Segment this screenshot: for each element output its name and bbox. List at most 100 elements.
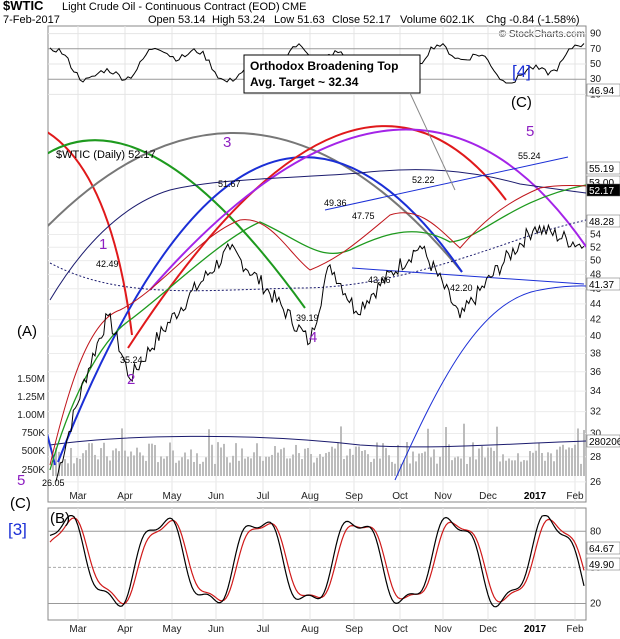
volume-bar [565,449,567,476]
volume-bar [502,454,504,476]
volume-bar [418,453,420,476]
volume-bar [301,459,303,476]
volume-bar [394,463,396,476]
volume-bar [445,427,447,476]
volume-bar [424,451,426,476]
volume-bar [454,457,456,476]
volume-bar [346,455,348,476]
volume-bar [487,447,489,476]
volume-bar [388,455,390,476]
volume-bar [214,463,216,476]
price-panel-frame [47,25,587,503]
volume-bar [289,458,291,476]
volume-bar [475,459,477,476]
volume-bar [382,443,384,476]
volume-bar [433,449,435,476]
volume-bar [238,460,240,476]
osc-tick-label: 80 [590,526,602,537]
volume-bar [439,456,441,476]
tag-volume-text: 280206 [589,437,620,448]
cycle-arc-red-left [48,131,133,336]
volume-tick-label: 750K [22,428,46,439]
volume-bar [55,447,57,476]
x-tick-label-osc: Apr [117,624,133,635]
volume-bar [415,461,417,476]
volume-bar [499,461,501,476]
volume-bar [118,451,120,476]
volume-bar [232,455,234,476]
price-tick-label: 52 [590,242,602,253]
wave-C-right: (C) [511,94,532,111]
price-tick-label: 42 [590,315,602,326]
price-line [55,223,585,482]
x-tick-label-osc: Oct [392,624,408,635]
volume-bar [265,456,267,476]
tag-rsi-46-94-text: 46.94 [589,86,614,97]
price-tick-label: 50 [590,256,602,267]
left-axis: 1.50M 1.25M 1.00M 750K 500K 250K [17,374,45,476]
volume-bar [76,457,78,476]
price-label-51-67: 51.67 [218,179,241,189]
volume-bar [124,450,126,476]
volume-bar [391,461,393,476]
volume-bar [508,458,510,476]
low-text: Low 51.63 [274,14,325,26]
volume-bar [400,463,402,476]
moving-averages [49,169,586,481]
volume-bar [559,446,561,476]
volume-bar [442,447,444,476]
callout-pointer [409,92,456,191]
x-tick-label: Nov [434,491,452,502]
cycle-arc-red-main [127,125,507,349]
wave-B: (B) [50,510,70,527]
volume-bar [208,429,210,476]
volume-bar [88,443,90,476]
x-tick-label-osc: Sep [345,624,363,635]
volume-bar [163,458,165,476]
volume-bar [94,454,96,476]
volume-bar [430,457,432,476]
watermark: © StockCharts.com [499,29,585,40]
volume-bar [217,442,219,476]
volume-bars [49,423,586,476]
cycle-arc-gray [48,132,463,273]
volume-bar [448,444,450,476]
x-tick-label-osc: Dec [479,624,497,635]
volume-bar [514,460,516,476]
volume-bar [67,463,69,476]
wave-3-blue: [3] [8,520,27,539]
price-label-35-24: 35.24 [120,355,143,365]
volume-bar [436,463,438,476]
volume-bar [295,444,297,476]
exchange-text: CME [282,1,306,13]
volume-bar [52,463,54,476]
volume-bar [538,443,540,476]
bollinger-lower [394,285,586,481]
volume-bar [148,443,150,476]
volume-bar [157,462,159,476]
volume-bar [370,462,372,476]
volume-bar [490,447,492,476]
volume-bar [205,457,207,476]
volume-bar [106,456,108,476]
volume-bar [181,457,183,476]
volume-bar [187,459,189,476]
volume-bar [268,456,270,476]
volume-bar [328,451,330,476]
rsi-tick-label: 70 [590,44,602,55]
tag-41-37: 41.37 [586,277,620,291]
volume-bar [517,453,519,476]
volume-bar [493,450,495,476]
x-tick-label-osc: Jul [257,624,270,635]
price-label-49-36: 49.36 [324,198,347,208]
volume-bar [130,451,132,476]
volume-bar [145,460,147,476]
volume-bar [193,461,195,476]
volume-bar [364,450,366,476]
volume-bar [82,453,84,476]
volume-bar [304,448,306,476]
volume-bar [505,460,507,476]
price-annotations: 26.05 42.49 35.24 51.67 39.19 49.36 47.7… [42,151,541,488]
price-tick-label: 38 [590,348,602,359]
